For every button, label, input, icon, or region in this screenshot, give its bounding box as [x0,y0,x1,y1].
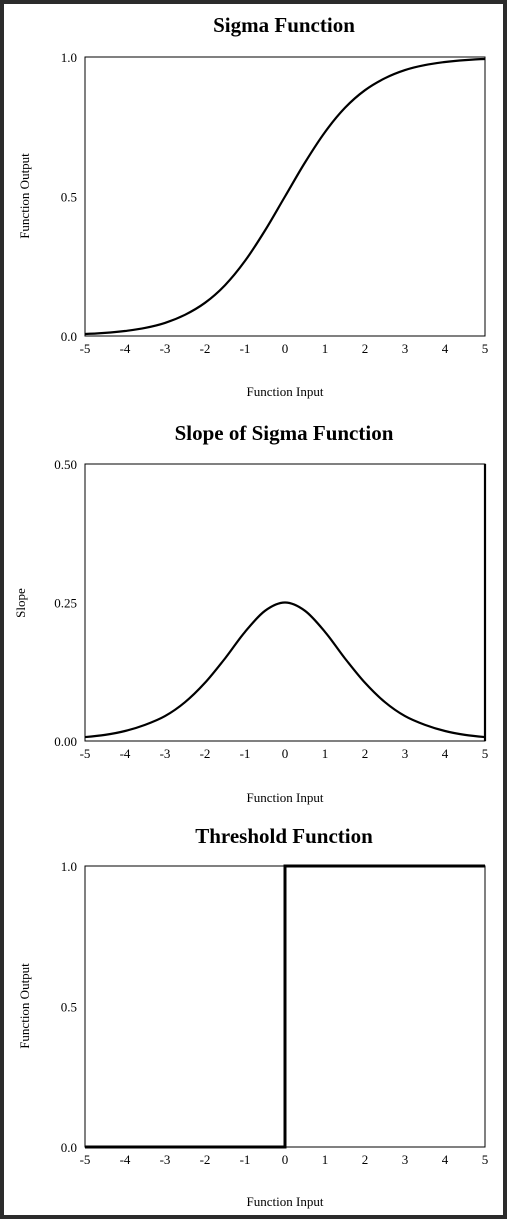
x-axis-label: Function Input [247,384,324,399]
x-tick-label: -1 [240,1152,251,1167]
x-tick-label: 5 [482,1152,489,1167]
chart-title: Slope of Sigma Function [175,421,394,445]
x-tick-label: 0 [282,1152,289,1167]
x-tick-label: 4 [442,341,449,356]
series-line [84,57,486,336]
x-tick-label: -5 [80,341,91,356]
x-tick-labels: -5 -4 -3 -2 -1 0 1 2 3 4 5 [80,746,489,761]
x-tick-label: 3 [402,341,409,356]
x-tick-labels: -5 -4 -3 -2 -1 0 1 2 3 4 5 [80,1152,489,1167]
series-line [84,601,486,739]
x-tick-label: -1 [240,746,251,761]
y-axis-label: Function Output [17,963,32,1049]
chart-title: Sigma Function [213,13,355,37]
x-tick-label: 0 [282,341,289,356]
chart-sigma-function: Sigma Function -5 -4 -3 -2 -1 0 1 2 3 4 5 0.0 0.5 1.… [17,13,488,399]
x-axis-label: Function Input [247,790,324,805]
x-tick-label: -5 [80,1152,91,1167]
y-tick-labels: 0.0 0.5 1.0 [61,859,77,1155]
x-tick-label: 2 [362,746,369,761]
y-tick-label: 0.5 [61,190,77,205]
x-tick-label: -2 [200,341,211,356]
x-tick-label: -3 [160,341,171,356]
x-tick-label: 3 [402,1152,409,1167]
x-tick-label: -2 [200,1152,211,1167]
chart-slope-of-sigma-function: Slope of Sigma Function -5 -4 -3 -2 -1 0 1 2 3 4 5… [13,421,488,805]
x-tick-label: 1 [322,1152,329,1167]
y-tick-label: 0.50 [54,457,77,472]
y-axis-label: Function Output [17,153,32,239]
figure-panel: Sigma Function -5 -4 -3 -2 -1 0 1 2 3 4 5 0.0 0.5 1.… [4,4,503,1215]
x-tick-label: -3 [160,1152,171,1167]
x-axis-label: Function Input [247,1194,324,1209]
x-tick-label: 3 [402,746,409,761]
x-tick-label: 2 [362,341,369,356]
plot-frame [84,56,486,337]
figure-svg: Sigma Function -5 -4 -3 -2 -1 0 1 2 3 4 5 0.0 0.5 1.… [13,13,488,1209]
x-tick-labels: -5 -4 -3 -2 -1 0 1 2 3 4 5 [80,341,489,356]
y-tick-label: 1.0 [61,859,77,874]
y-tick-label: 1.0 [61,50,77,65]
x-tick-label: 1 [322,341,329,356]
x-tick-label: -4 [120,1152,131,1167]
chart-threshold-function: Threshold Function -5 -4 -3 -2 -1 0 1 2 3 4 5 0.00… [17,824,488,1209]
y-tick-labels: 0.0 0.5 1.0 [61,50,77,344]
x-tick-label: -2 [200,746,211,761]
chart-title: Threshold Function [195,824,373,848]
x-tick-label: -1 [240,341,251,356]
y-tick-label: 0.00 [54,734,77,749]
x-tick-label: 0 [282,746,289,761]
y-tick-labels: 0.00 0.25 0.50 [54,457,77,749]
x-tick-label: 2 [362,1152,369,1167]
x-tick-label: 5 [482,341,489,356]
x-tick-label: -4 [120,341,131,356]
series-line [85,864,485,1149]
x-tick-label: 5 [482,746,489,761]
x-tick-label: -4 [120,746,131,761]
x-tick-label: 4 [442,746,449,761]
y-tick-label: 0.25 [54,596,77,611]
y-tick-label: 0.0 [61,329,77,344]
x-tick-label: -3 [160,746,171,761]
x-tick-label: 1 [322,746,329,761]
y-axis-label: Slope [13,588,28,618]
x-tick-label: -5 [80,746,91,761]
y-tick-label: 0.5 [61,1000,77,1015]
y-tick-label: 0.0 [61,1140,77,1155]
x-tick-label: 4 [442,1152,449,1167]
